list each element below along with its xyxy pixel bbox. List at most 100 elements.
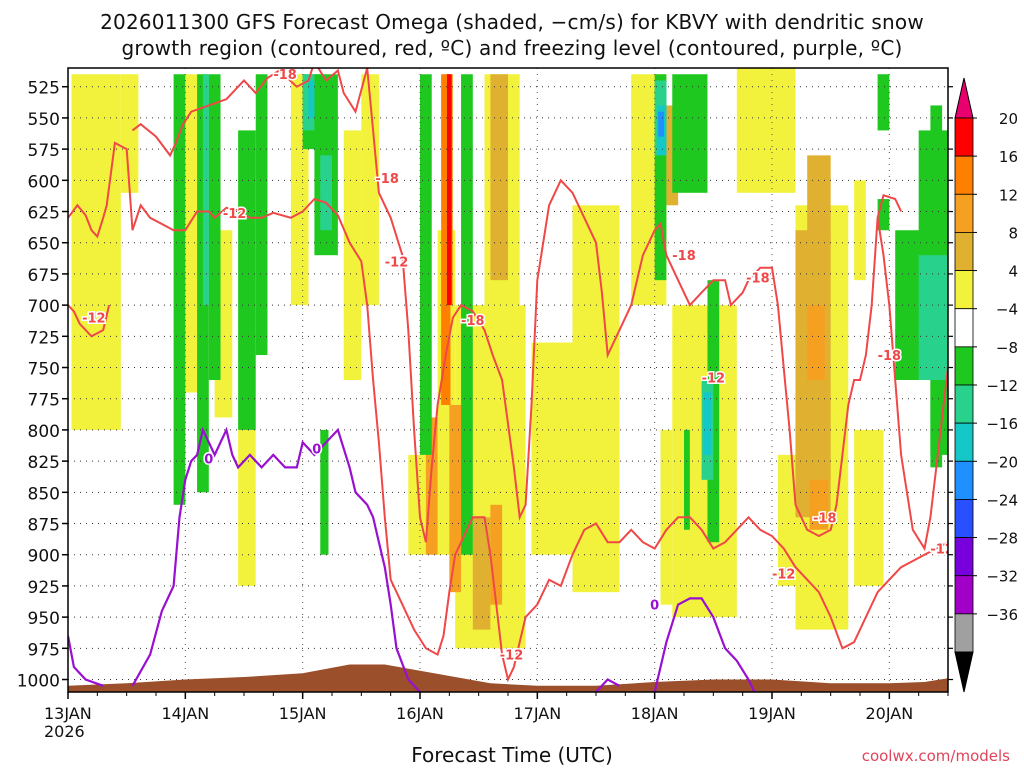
colorbar-label: 20 [999, 110, 1018, 128]
omega-shade-region [238, 429, 256, 586]
y-tick-label: 675 [28, 266, 60, 286]
colorbar-label: 4 [1008, 263, 1018, 281]
credit-text: coolwx.com/models [861, 747, 1010, 765]
chart-title-line-2: growth region (contoured, red, ºC) and f… [121, 36, 903, 60]
y-tick-label: 550 [28, 110, 60, 130]
freezing-level-contour-line [653, 597, 756, 692]
omega-shade-region [255, 74, 268, 356]
x-tick-label: 18JAN [631, 704, 679, 723]
colorbar-swatch [954, 575, 974, 615]
colorbar-label: 12 [999, 186, 1018, 204]
colorbar-bottom-arrow [954, 651, 974, 693]
dgz-contour-label: -12 [223, 207, 247, 222]
y-tick-label: 825 [28, 453, 60, 473]
dgz-contour-label: -18 [375, 172, 399, 187]
dgz-contour-label: -18 [461, 314, 485, 329]
omega-shade-region [120, 74, 139, 193]
dgz-contour-line [876, 217, 948, 552]
colorbar-label: −8 [996, 339, 1018, 357]
y-tick-label: 700 [28, 297, 60, 317]
dgz-contour-label: -18 [878, 349, 902, 364]
y-tick-label: 775 [28, 391, 60, 411]
colorbar-label: −12 [986, 377, 1018, 395]
colorbar-label: −20 [986, 453, 1018, 471]
x-tick-label: 13JAN [44, 704, 92, 723]
omega-shade-region [343, 130, 362, 380]
colorbar-swatch [954, 193, 974, 233]
omega-shade-region [807, 155, 831, 243]
colorbar-swatch [954, 308, 974, 348]
omega-shade-region [809, 479, 829, 530]
omega-shade-region [308, 80, 315, 118]
omega-shade-region [918, 255, 948, 380]
colorbar-swatch [954, 460, 974, 500]
omega-shade-region [877, 74, 890, 131]
colorbar-swatch [954, 613, 974, 653]
x-year-label: 2026 [44, 722, 85, 741]
omega-shade-region [854, 429, 884, 586]
dgz-contour-label: -12 [385, 255, 409, 270]
y-tick-label: 900 [28, 547, 60, 567]
colorbar-swatch [954, 346, 974, 386]
dgz-contour-label: -12 [930, 542, 954, 557]
omega-shade-region [173, 74, 186, 505]
x-tick-label: 17JAN [513, 704, 561, 723]
omega-shade-region [449, 404, 462, 593]
freezing-contour-label: 0 [650, 599, 659, 614]
y-tick-label: 875 [28, 516, 60, 536]
omega-shade-region [202, 74, 209, 306]
omega-shade-region [672, 74, 708, 193]
omega-shade-region [918, 130, 948, 281]
dgz-contour-label: -12 [772, 567, 796, 582]
omega-shade-region [472, 517, 491, 630]
y-tick-label: 800 [28, 422, 60, 442]
omega-shade-region [71, 74, 121, 430]
y-tick-label: 925 [28, 578, 60, 598]
colorbar-swatch [954, 384, 974, 424]
colorbar-label: −28 [986, 530, 1018, 548]
freezing-level-contour-line [68, 635, 104, 687]
omega-shade-region [707, 280, 720, 543]
colorbar-swatch [954, 155, 974, 195]
y-tick-label: 1000 [17, 672, 60, 692]
dgz-contour-label: -12 [702, 372, 726, 387]
y-tick-label: 650 [28, 235, 60, 255]
x-tick-label: 19JAN [748, 704, 796, 723]
omega-shade-region [490, 74, 508, 281]
colorbar-label: −4 [996, 301, 1018, 319]
omega-shade-region [684, 429, 690, 530]
omega-shade-region [461, 74, 473, 555]
dgz-contour-line [68, 141, 948, 683]
freezing-contour-label: 0 [312, 443, 321, 458]
terrain-fill [68, 664, 948, 692]
colorbar-swatch [954, 499, 974, 538]
colorbar-swatch [954, 422, 974, 462]
omega-shade-region [420, 74, 432, 455]
y-tick-label: 950 [28, 609, 60, 629]
dgz-contour-label: -18 [273, 68, 297, 83]
y-tick-label: 725 [28, 328, 60, 348]
omega-shade-region [320, 429, 329, 555]
chart-title-line-1: 2026011300 GFS Forecast Omega (shaded, −… [100, 10, 924, 34]
y-tick-label: 975 [28, 640, 60, 660]
plot-content: -18 -18 -12 -12 -12 -18 -18 -18 -12 -18 -18 -12 -12 -… [68, 68, 954, 692]
colorbar-label: −32 [986, 568, 1018, 586]
omega-shade-region [208, 74, 221, 381]
omega-shade-region [320, 155, 332, 231]
dgz-contour-label: -18 [746, 272, 770, 287]
colorbar-swatch [954, 537, 974, 577]
freezing-contour-label: 0 [204, 453, 213, 468]
omega-shade-region [660, 429, 673, 605]
colorbar-label: −36 [986, 606, 1018, 624]
x-tick-label: 16JAN [396, 704, 444, 723]
omega-shade-region [703, 392, 711, 455]
omega-shade-region [185, 74, 198, 393]
omega-shade-region [531, 342, 579, 555]
y-tick-label: 600 [28, 172, 60, 192]
y-tick-label: 575 [28, 141, 60, 161]
y-tick-label: 625 [28, 204, 60, 224]
omega-shade-region [807, 305, 825, 380]
colorbar-label: −24 [986, 491, 1018, 509]
dgz-contour-label: -12 [82, 312, 106, 327]
